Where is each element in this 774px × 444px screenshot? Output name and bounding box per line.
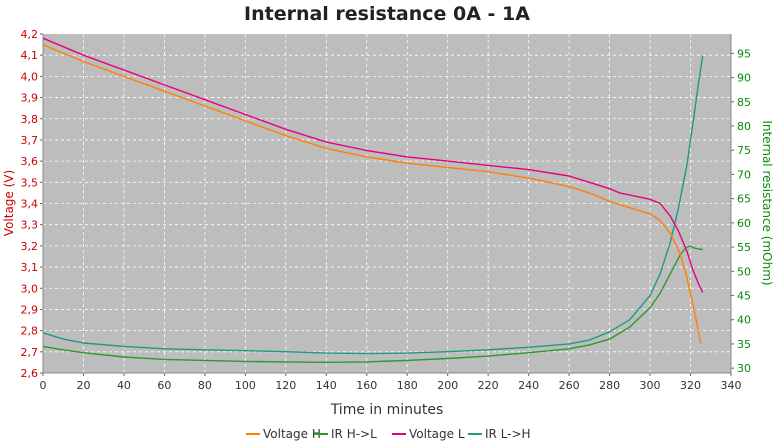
x-tick-label: 40	[117, 379, 131, 392]
y2-tick-label: 40	[737, 314, 751, 327]
x-axis-label: Time in minutes	[330, 402, 444, 418]
y2-tick-label: 80	[737, 120, 751, 133]
y2-tick-label: 55	[737, 241, 751, 254]
y-tick-label: 3,2	[21, 240, 39, 253]
y-tick-label: 4,1	[21, 49, 39, 62]
x-tick-label: 320	[680, 379, 701, 392]
x-tick-label: 140	[316, 379, 337, 392]
x-tick-label: 20	[76, 379, 90, 392]
y-tick-label: 3,9	[21, 92, 39, 105]
y-tick-label: 3,6	[21, 155, 39, 168]
x-tick-label: 180	[397, 379, 418, 392]
y2-tick-label: 60	[737, 217, 751, 230]
y-tick-label: 2,9	[21, 303, 39, 316]
y2-tick-label: 90	[737, 72, 751, 85]
y-tick-label: 3,0	[21, 282, 39, 295]
x-tick-label: 240	[518, 379, 539, 392]
y-tick-label: 4,2	[21, 28, 39, 41]
x-tick-label: 0	[40, 379, 47, 392]
y-tick-label: 3,4	[21, 198, 39, 211]
y2-tick-label: 95	[737, 47, 751, 60]
legend: Voltage H IR H->L Voltage L IR L->H	[246, 427, 531, 441]
series-line-voltage-h	[42, 43, 702, 344]
y-tick-label: 3,1	[21, 261, 39, 274]
series-line-voltage-l	[42, 37, 704, 293]
x-tick-label: 60	[157, 379, 171, 392]
y2-tick-label: 35	[737, 338, 751, 351]
legend-label-ir-l-h: IR L->H	[485, 427, 531, 441]
series-line-ir-h-l	[42, 245, 703, 363]
x-tick-label: 200	[437, 379, 458, 392]
y2-tick-label: 45	[737, 290, 751, 303]
x-tick-label: 260	[559, 379, 580, 392]
y2-tick-label: 65	[737, 193, 751, 206]
legend-label-voltage-l: Voltage L	[409, 427, 465, 441]
x-tick-label: 340	[721, 379, 742, 392]
y-axis-label: Voltage (V)	[2, 170, 16, 236]
y-tick-label: 2,8	[21, 325, 39, 338]
y-tick-label: 3,3	[21, 219, 39, 232]
y-tick-label: 3,5	[21, 176, 39, 189]
grid	[43, 34, 731, 373]
y-tick-label: 4,0	[21, 70, 39, 83]
x-tick-label: 120	[275, 379, 296, 392]
y2-tick-label: 30	[737, 362, 751, 375]
legend-label-ir-h-l: IR H->L	[331, 427, 377, 441]
y2-axis-ticks: 30 35 40 45 50 55 60 65 70 75 80 85 90 95	[737, 47, 751, 375]
x-tick-label: 220	[478, 379, 499, 392]
x-tick-label: 100	[235, 379, 256, 392]
y-tick-label: 3,8	[21, 113, 39, 126]
series-layer	[42, 37, 704, 363]
x-axis-ticks: 0 20 40 60 80 100 120 140 160 180 200 220 240 260 280 3…	[40, 379, 742, 392]
axes	[40, 33, 734, 376]
y2-tick-label: 50	[737, 265, 751, 278]
x-tick-label: 160	[356, 379, 377, 392]
y-tick-label: 2,6	[21, 367, 39, 380]
x-tick-label: 280	[599, 379, 620, 392]
y2-tick-label: 85	[737, 96, 751, 109]
x-tick-label: 300	[640, 379, 661, 392]
legend-label-voltage-h: Voltage H	[263, 427, 321, 441]
y2-tick-label: 70	[737, 168, 751, 181]
x-tick-label: 80	[198, 379, 212, 392]
y-tick-label: 3,7	[21, 134, 39, 147]
y2-tick-label: 75	[737, 144, 751, 157]
y2-axis-label: Internal resistance (mOhm)	[760, 120, 774, 285]
y-tick-label: 2,7	[21, 346, 39, 359]
chart-title: Internal resistance 0A - 1A	[244, 3, 530, 25]
series-line-ir-l-h	[42, 55, 704, 355]
y-axis-ticks: 2,6 2,7 2,8 2,9 3,0 3,1 3,2 3,3 3,4 3,5 3,6 3,7 3,8 3…	[21, 28, 39, 380]
